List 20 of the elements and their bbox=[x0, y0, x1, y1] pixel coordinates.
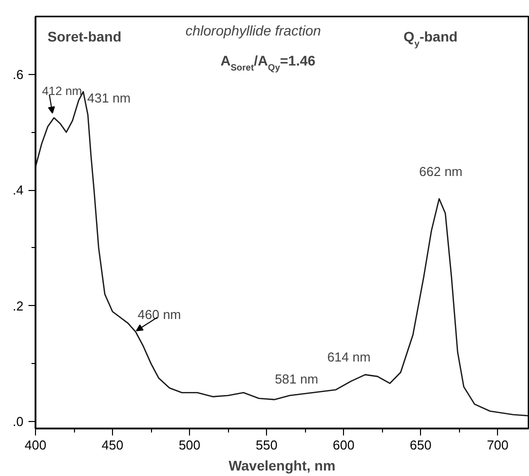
x-tick-label: 650 bbox=[410, 438, 432, 452]
annotation: 460 nm bbox=[138, 306, 182, 322]
x-tick-label: 550 bbox=[256, 438, 278, 452]
x-tick-label: 600 bbox=[332, 438, 354, 452]
x-tick-label: 700 bbox=[486, 438, 509, 452]
annotation: 412 nm bbox=[42, 84, 82, 98]
annotation: 431 nm bbox=[87, 90, 131, 106]
y-tick-label: .2 bbox=[12, 298, 24, 314]
y-tick-label: .6 bbox=[12, 66, 24, 82]
y-tick-label: .0 bbox=[12, 414, 24, 430]
x-tick-label: 450 bbox=[102, 438, 124, 452]
x-axis-title: Wavelenght, nm bbox=[228, 458, 336, 474]
x-tick-label: 500 bbox=[178, 438, 200, 452]
annotation: Soret-band bbox=[48, 28, 122, 44]
annotation: 581 nm bbox=[274, 372, 318, 387]
annotation: chlorophyllide fraction bbox=[186, 22, 322, 38]
annotation: 662 nm bbox=[419, 164, 463, 179]
annotation: 614 nm bbox=[327, 350, 371, 365]
y-tick-label: .4 bbox=[12, 182, 24, 198]
x-tick-label: 400 bbox=[24, 438, 46, 452]
